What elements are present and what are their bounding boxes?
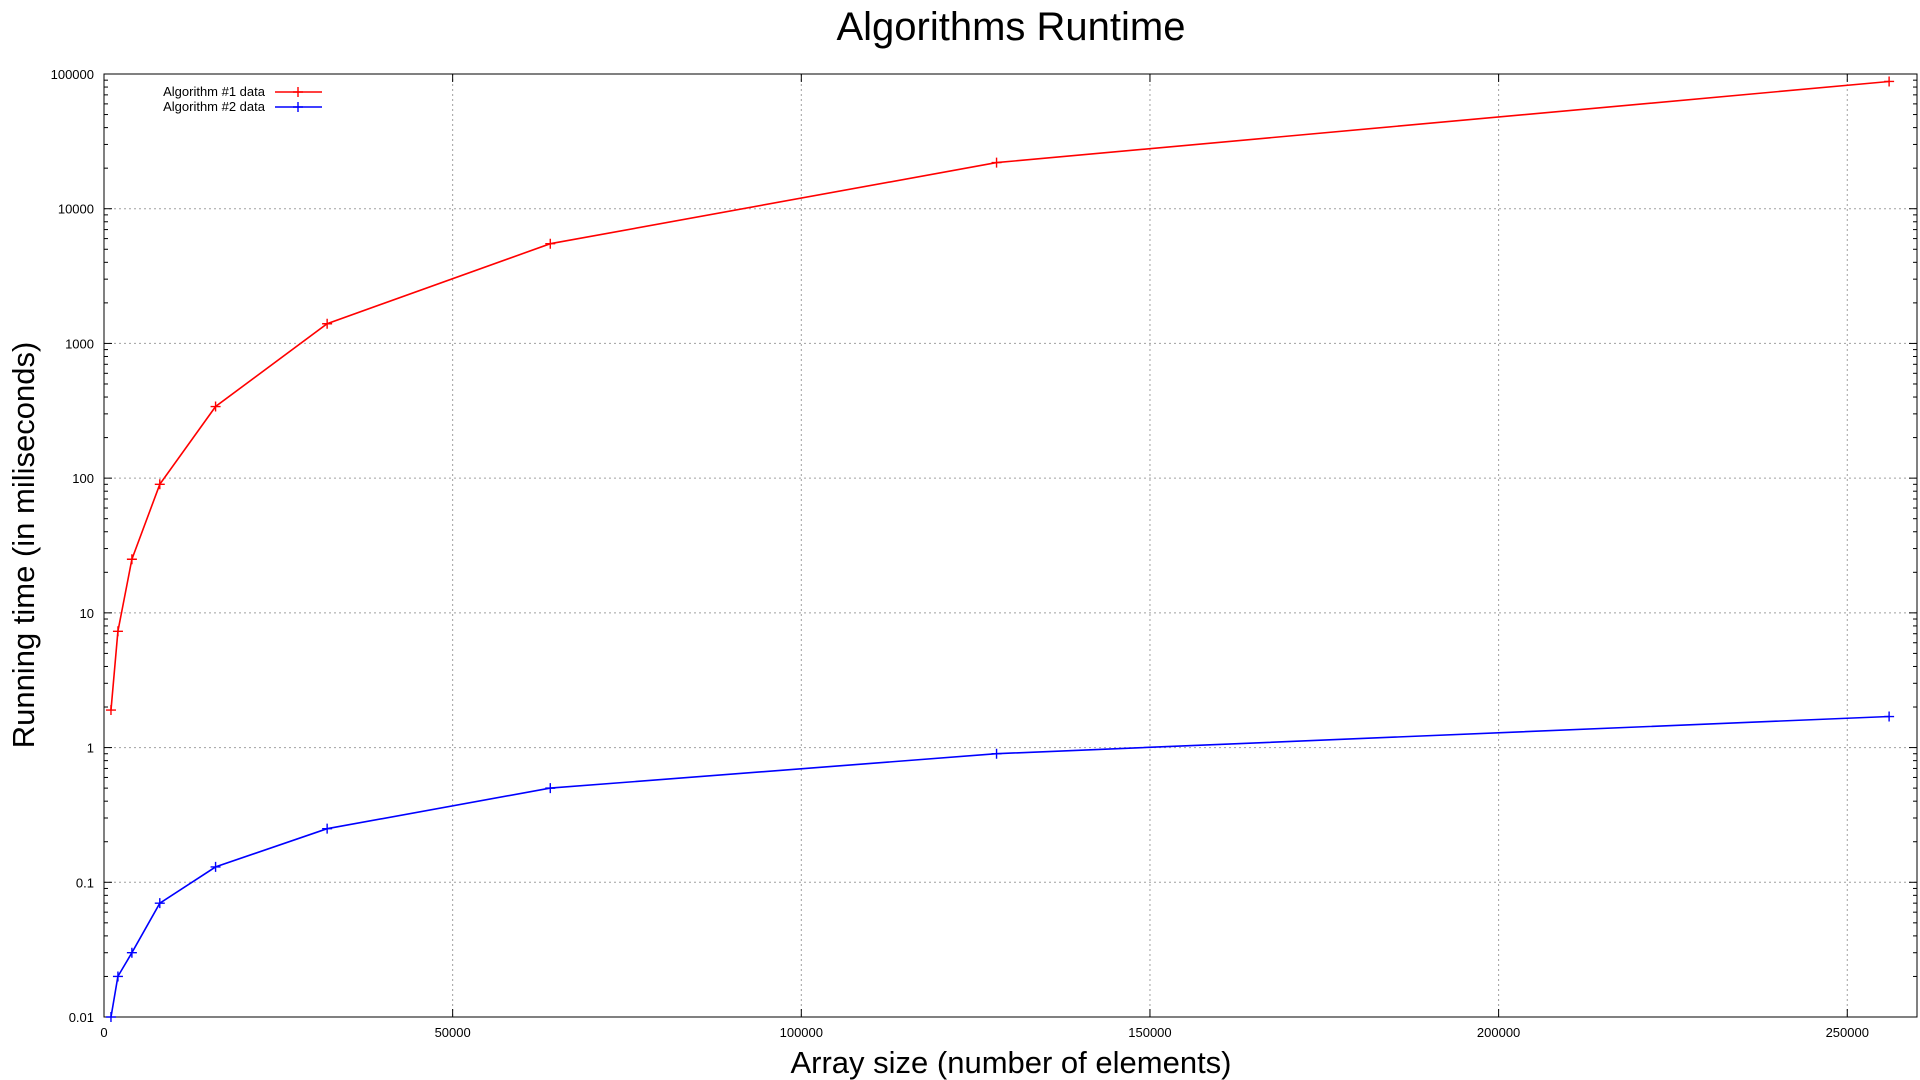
legend-marker [293,87,303,97]
chart-title: Algorithms Runtime [836,5,1185,49]
data-point [126,947,137,958]
plot-frame [103,73,1918,1018]
y-tick-label: 10 [80,606,94,621]
series-line [110,80,1890,711]
axis-ticks: 0 50000 100000 150000 200000 250000 0.01 0.1 1 10… [51,67,1917,1040]
x-tick-label: 50000 [435,1025,471,1040]
y-tick-label: 100 [72,471,94,486]
data-point [112,626,123,637]
data-point [126,554,137,565]
grid [104,74,1917,1017]
x-tick-label: 200000 [1477,1025,1520,1040]
y-tick-label: 1000 [65,336,94,351]
y-tick-label: 0.1 [76,875,94,890]
y-tick-label: 1 [87,741,94,756]
data-point [322,823,333,834]
data-point [545,238,556,249]
data-point [991,748,1002,759]
x-tick-label: 0 [100,1025,107,1040]
legend-label: Algorithm #2 data [163,99,266,114]
data-point [154,479,165,490]
series-2 [105,711,1895,1022]
legend-marker [293,102,303,112]
series-layer [105,76,1895,1022]
y-tick-label: 0.01 [69,1010,94,1025]
series-1 [105,76,1895,716]
data-point [991,157,1002,168]
x-tick-label: 250000 [1826,1025,1869,1040]
series-line [110,715,1890,1018]
data-point [105,705,116,716]
legend-label: Algorithm #1 data [163,84,266,99]
data-point [210,401,221,412]
x-axis-label: Array size (number of elements) [790,1045,1231,1080]
x-tick-label: 100000 [780,1025,823,1040]
data-point [210,861,221,872]
data-point [112,971,123,982]
y-tick-label: 100000 [51,67,94,82]
data-point [1884,711,1895,722]
data-point [545,783,556,794]
data-point [1884,76,1895,87]
y-tick-label: 10000 [58,202,94,217]
data-point [322,318,333,329]
y-axis-label: Running time (in miliseconds) [6,342,41,749]
x-tick-label: 150000 [1128,1025,1171,1040]
data-point [154,898,165,909]
data-point [105,1012,116,1022]
